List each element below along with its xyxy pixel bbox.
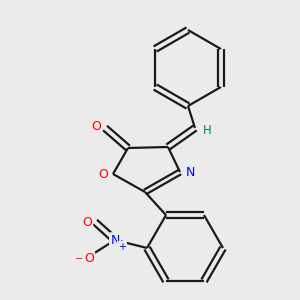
Text: H: H	[202, 124, 211, 136]
Text: O: O	[82, 215, 92, 229]
Text: −: −	[75, 254, 83, 264]
Text: O: O	[84, 253, 94, 266]
Text: N: N	[110, 233, 120, 247]
Text: O: O	[91, 119, 101, 133]
Text: +: +	[118, 242, 126, 252]
Text: N: N	[185, 166, 195, 178]
Text: O: O	[98, 167, 108, 181]
